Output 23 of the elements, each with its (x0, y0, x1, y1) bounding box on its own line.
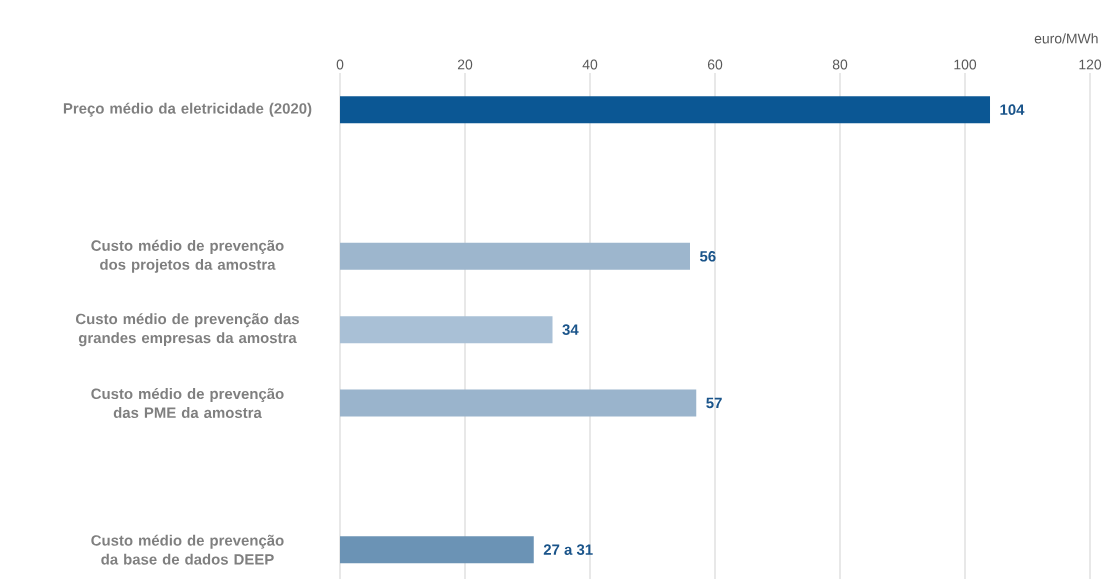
bar (340, 316, 553, 344)
y-tick-label: Custo médio de prevenção da base de dados DEEP (91, 534, 284, 565)
y-tick-label: Preço médio da eletricidade (2020) (63, 102, 312, 117)
x-tick-label: 60 (707, 59, 723, 70)
bar (340, 242, 691, 270)
data-label: 27 a 31 (543, 544, 593, 555)
y-tick-label: Custo médio de prevenção dos projetos da amostra (91, 239, 284, 273)
data-label: 56 (699, 251, 716, 262)
x-tick-label: 0 (336, 59, 344, 70)
bar (340, 536, 534, 564)
y-tick-label: Custo médio de prevenção das PME da amostra (91, 387, 284, 419)
x-axis-title: euro/MWh (1034, 33, 1098, 44)
y-tick-label: Custo médio de prevenção das grandes empresas da amostra (75, 313, 299, 347)
x-tick-label: 40 (582, 59, 598, 70)
x-tick-label: 100 (954, 59, 977, 70)
data-label: 104 (1000, 104, 1025, 115)
x-tick-label: 120 (1079, 59, 1102, 70)
bar (340, 96, 991, 124)
data-label: 34 (562, 324, 579, 335)
bar (340, 389, 697, 417)
x-tick-label: 80 (832, 59, 848, 70)
data-label: 57 (706, 397, 722, 409)
x-tick-label: 20 (457, 59, 473, 70)
